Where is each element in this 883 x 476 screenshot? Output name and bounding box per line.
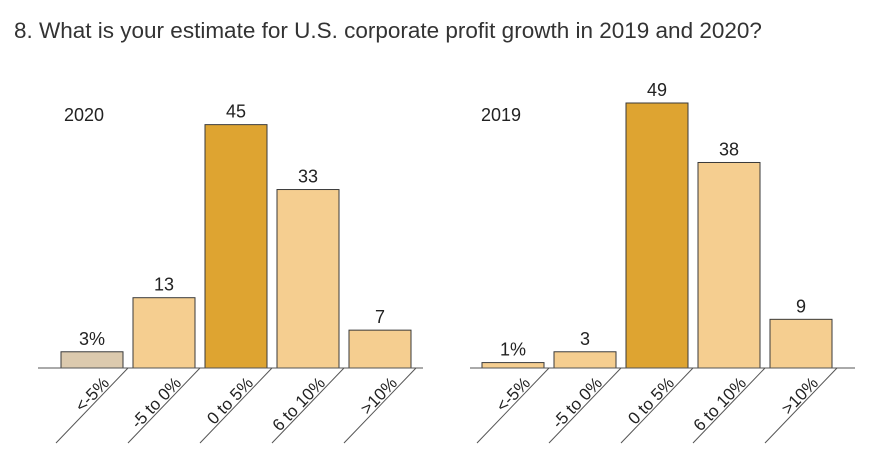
category-label-2019-3: 6 to 10% bbox=[690, 373, 750, 434]
data-label-2020-3: 33 bbox=[298, 167, 318, 187]
tick-line-2020-1 bbox=[127, 367, 201, 444]
data-label-2019-0: 1% bbox=[500, 340, 526, 360]
category-label-2019-2: 0 to 5% bbox=[624, 373, 678, 428]
data-label-2020-4: 7 bbox=[375, 307, 385, 327]
category-label-2020-2: 0 to 5% bbox=[203, 373, 257, 428]
data-label-2020-1: 13 bbox=[154, 275, 174, 295]
category-label-2020-1: -5 to 0% bbox=[127, 373, 185, 432]
bar-2020-1 bbox=[132, 297, 196, 369]
tick-line-2020-4 bbox=[343, 367, 417, 444]
bar-2020-3 bbox=[276, 189, 340, 369]
tick-line-2019-2 bbox=[620, 367, 694, 444]
tick-line-2020-3 bbox=[271, 367, 345, 444]
category-label-2019-4: >10% bbox=[778, 373, 822, 418]
panel-title-2020: 2020 bbox=[64, 105, 104, 125]
data-label-2019-2: 49 bbox=[647, 80, 667, 100]
bar-2019-1 bbox=[553, 351, 617, 369]
data-label-2019-3: 38 bbox=[719, 139, 739, 159]
panel-title-2019: 2019 bbox=[481, 105, 521, 125]
data-label-2019-4: 9 bbox=[796, 296, 806, 316]
tick-line-2019-0 bbox=[476, 367, 550, 444]
category-label-2020-0: <-5% bbox=[71, 373, 113, 415]
category-label-2020-3: 6 to 10% bbox=[269, 373, 329, 434]
bar-2020-2 bbox=[204, 124, 268, 369]
bar-2020-4 bbox=[348, 329, 412, 369]
bar-2019-2 bbox=[625, 102, 689, 369]
bar-2019-0 bbox=[481, 362, 545, 369]
tick-line-2020-2 bbox=[199, 367, 273, 444]
category-label-2019-1: -5 to 0% bbox=[548, 373, 606, 432]
category-label-2020-4: >10% bbox=[357, 373, 401, 418]
data-label-2020-2: 45 bbox=[226, 102, 246, 122]
data-label-2019-1: 3 bbox=[580, 329, 590, 349]
tick-line-2020-0 bbox=[55, 367, 129, 444]
category-label-2019-0: <-5% bbox=[492, 373, 534, 415]
bar-2020-0 bbox=[60, 351, 124, 369]
chart-2019: 2019 1% <-5% 3 -5 to 0% 49 0 to 5% 38 6 to 10% 9 >… bbox=[470, 80, 855, 444]
question-title: 8. What is your estimate for U.S. corpor… bbox=[14, 18, 762, 43]
tick-line-2019-3 bbox=[692, 367, 766, 444]
tick-line-2019-4 bbox=[764, 367, 838, 444]
tick-line-2019-1 bbox=[548, 367, 622, 444]
bar-2019-4 bbox=[769, 318, 833, 369]
data-label-2020-0: 3% bbox=[79, 329, 105, 349]
bar-2019-3 bbox=[697, 161, 761, 369]
chart-2020: 2020 3% <-5% 13 -5 to 0% 45 0 to 5% 33 6 to 10% 7… bbox=[38, 102, 423, 444]
